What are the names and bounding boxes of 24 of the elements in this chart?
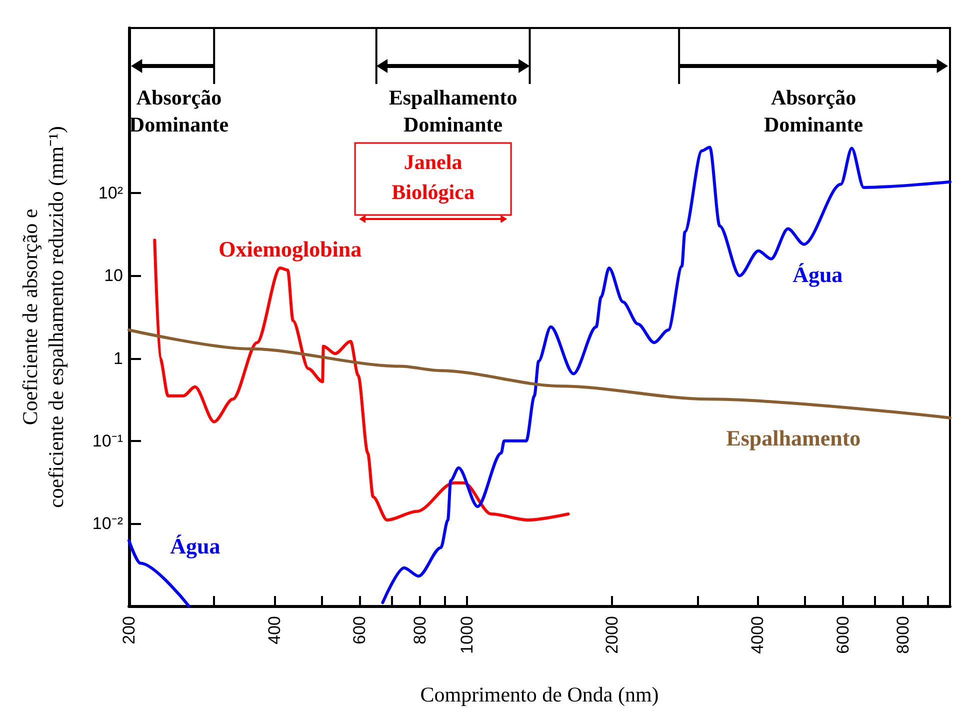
x-axis-title: Comprimento de Onda (nm) (420, 682, 659, 706)
x-tick-label: 4000 (748, 616, 768, 654)
x-tick-label: 1000 (457, 616, 476, 654)
x-tick-label: 600 (350, 616, 370, 644)
y-tick-label: 10² (98, 184, 124, 203)
series-label: Espalhamento (726, 426, 861, 451)
x-tick-label: 200 (120, 616, 138, 644)
series-label: Água (170, 534, 220, 559)
y-tick-label: 10 (104, 266, 123, 286)
x-tick-label: 400 (264, 616, 284, 644)
series-label: Água (792, 262, 843, 288)
y-tick-label: 1 (114, 348, 123, 368)
annotation: Absorção Dominante (129, 86, 229, 136)
annotation: Absorção Dominante (764, 86, 864, 136)
y-tick-label: 10⁻² (92, 514, 124, 533)
x-tick-label: 8000 (894, 616, 913, 654)
annotation: Espalhamento Dominante (388, 86, 518, 136)
x-tick-label: 800 (410, 616, 430, 644)
x-tick-label: 2000 (602, 616, 622, 654)
y-axis-title: Coeficiente de absorção e coeficiente de espalhamento reduzido (mm⁻¹) (18, 126, 68, 508)
legend-label: Oxiemoglobina (218, 236, 362, 262)
annotation: Janela Biológica (392, 150, 475, 204)
y-tick-label: 10⁻¹ (92, 431, 124, 450)
x-tick-label: 6000 (833, 616, 852, 654)
